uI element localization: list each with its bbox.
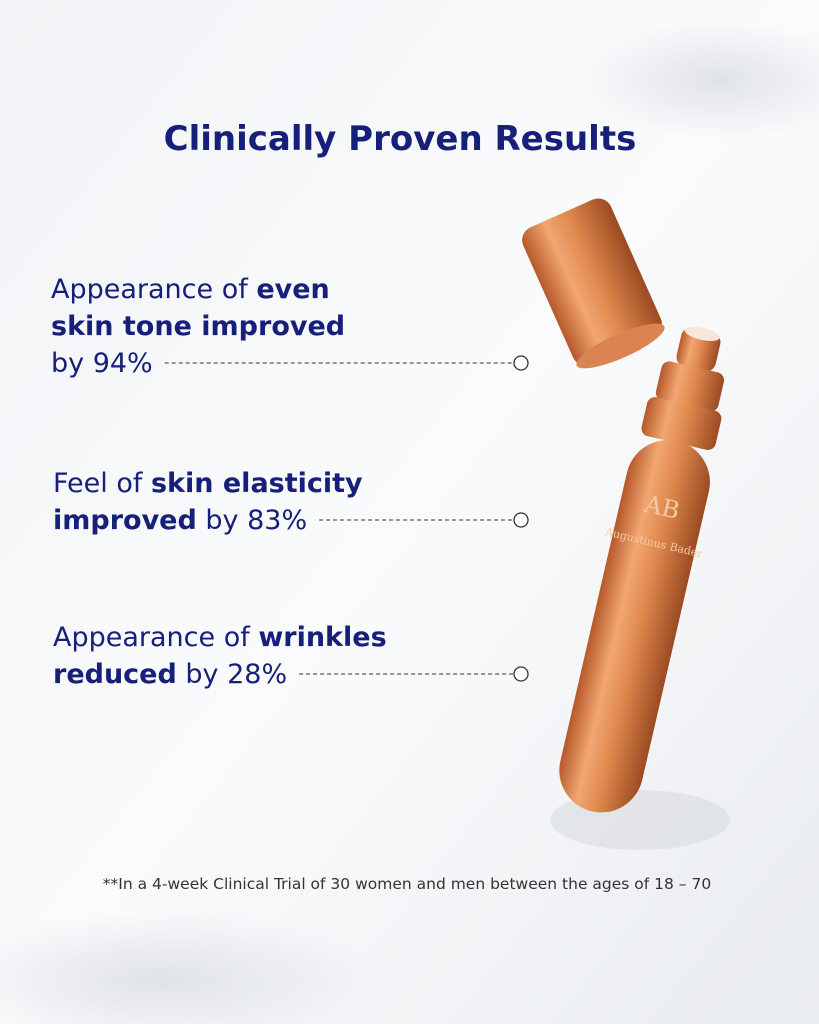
claims: Appearance of even skin tone improved by 9…: [51, 274, 529, 690]
footnote: **In a 4-week Clinical Trial of 30 women…: [103, 875, 711, 893]
claim-line: reduced by 28%: [53, 659, 287, 690]
cap: [522, 198, 665, 369]
claim-line: improved by 83%: [53, 505, 307, 536]
claim-line: Feel of skin elasticity: [53, 468, 363, 499]
claim-line: Appearance of wrinkles: [53, 622, 387, 653]
claim-text: Appearance of: [51, 274, 256, 305]
leader-dot: [513, 512, 529, 528]
claim-line: Appearance of even: [51, 274, 330, 305]
claim-emphasis: wrinkles: [258, 622, 386, 653]
claim-text: by 83%: [197, 505, 307, 536]
claim-text: Appearance of: [53, 622, 258, 653]
claim-text: by 28%: [177, 659, 287, 690]
leader-dot: [513, 666, 529, 682]
claim-text: by 94%: [51, 348, 153, 379]
claim-line: skin tone improved: [51, 311, 345, 342]
fabric-fold: [0, 910, 380, 1024]
claim-emphasis: improved: [53, 505, 197, 536]
title: Clinically Proven Results: [164, 119, 637, 159]
claim-emphasis: skin tone improved: [51, 311, 345, 342]
fabric-fold: [580, 20, 819, 140]
claim-emphasis: skin elasticity: [151, 468, 363, 499]
claim-line: by 94%: [51, 348, 153, 379]
claim-emphasis: reduced: [53, 659, 177, 690]
bottle: AB Augustinus Bader: [559, 326, 725, 813]
claim-text: Feel of: [53, 468, 151, 499]
leader-dot: [513, 355, 529, 371]
claim-emphasis: even: [256, 274, 329, 305]
